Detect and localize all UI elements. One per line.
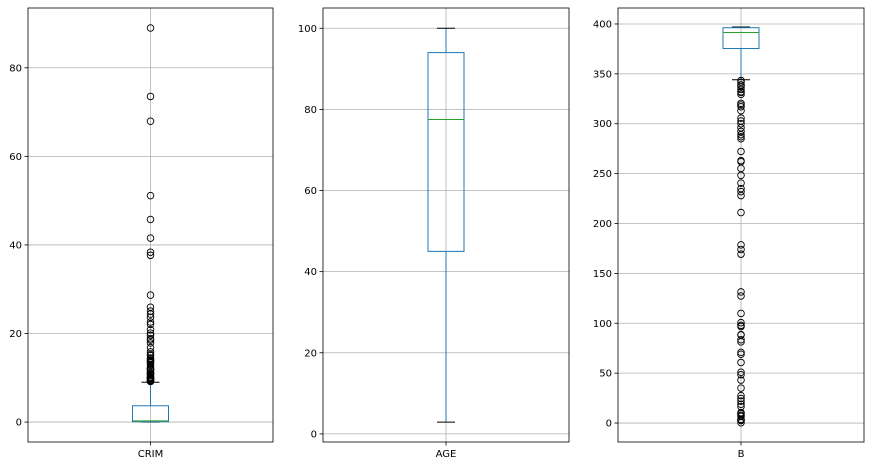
outlier-point: [737, 208, 745, 217]
outlier-point: [146, 377, 155, 386]
outlier-point: [146, 215, 155, 224]
outlier-point: [737, 127, 745, 136]
outlier-point: [146, 313, 155, 322]
outlier-point: [737, 338, 745, 346]
outlier-point: [737, 391, 745, 400]
outlier-point: [146, 234, 155, 242]
outlier-point: [737, 397, 745, 405]
iqr-box: [132, 405, 169, 423]
y-tick-label: 250: [593, 169, 612, 180]
y-tick-label: 40: [9, 240, 22, 251]
y-tick-label: 100: [298, 24, 317, 35]
outlier-point: [737, 292, 745, 300]
outlier-point: [146, 320, 155, 329]
outlier-point: [737, 241, 745, 249]
axes-frame: [27, 7, 274, 443]
outlier-point: [737, 119, 745, 128]
outlier-point: [146, 361, 155, 370]
outlier-point: [737, 402, 745, 411]
y-tick-label: 100: [593, 319, 612, 330]
outlier-point: [737, 114, 745, 122]
outlier-point: [737, 318, 745, 327]
outlier-point: [737, 171, 745, 180]
outlier-point: [737, 416, 745, 425]
axes-frame: [322, 7, 570, 443]
y-tick-label: 50: [599, 369, 612, 380]
outlier-point: [737, 130, 745, 139]
outlier-point: [737, 83, 745, 91]
boxplot-panel-age: 0 20 40 60 80 100 AGE: [298, 7, 570, 460]
outlier-point: [146, 291, 155, 299]
y-tick-label: 0: [16, 418, 22, 429]
y-tick-label: 0: [606, 419, 612, 430]
iqr-box: [722, 27, 760, 50]
outlier-point: [737, 394, 745, 403]
outlier-point: [737, 370, 745, 379]
outlier-point: [737, 85, 745, 94]
y-tick-label: 0: [311, 429, 317, 440]
outlier-point: [737, 400, 745, 409]
outlier-point: [146, 191, 155, 200]
outlier-point: [737, 368, 745, 376]
boxplot-panel-crim: 0 20 40 60 80 CRIM: [9, 7, 274, 460]
outlier-point: [737, 187, 745, 196]
y-tick-label: 80: [304, 105, 317, 116]
y-tick-label: 150: [593, 269, 612, 280]
x-tick-label: AGE: [436, 449, 457, 460]
y-tick-label: 60: [9, 152, 22, 163]
outlier-point: [146, 310, 155, 318]
outlier-point: [737, 103, 745, 111]
x-tick-label: CRIM: [138, 449, 164, 460]
outlier-point: [737, 376, 745, 384]
outlier-point: [146, 251, 155, 260]
outlier-point: [737, 288, 745, 296]
y-tick-label: 200: [593, 219, 612, 230]
outlier-point: [737, 245, 745, 254]
x-tick-label: B: [738, 449, 745, 460]
outlier-point: [737, 134, 745, 143]
outlier-point: [146, 336, 155, 344]
y-tick-label: 20: [9, 329, 22, 340]
outlier-point: [737, 78, 745, 86]
outlier-point: [737, 348, 745, 357]
y-tick-label: 60: [304, 186, 317, 197]
iqr-box: [427, 52, 465, 252]
outlier-point: [737, 309, 745, 318]
outlier-point: [146, 339, 155, 347]
outlier-point: [737, 191, 745, 200]
y-tick-label: 40: [304, 267, 317, 278]
y-tick-label: 80: [9, 63, 22, 74]
outlier-point: [737, 358, 745, 367]
y-tick-label: 20: [304, 348, 317, 359]
outlier-point: [737, 384, 745, 392]
y-tick-label: 350: [593, 69, 612, 80]
outlier-point: [737, 107, 745, 115]
outlier-point: [737, 132, 745, 141]
y-tick-label: 400: [593, 19, 612, 30]
outlier-point: [737, 250, 745, 258]
outlier-point: [737, 179, 745, 187]
outlier-point: [737, 322, 745, 331]
outlier-point: [737, 88, 745, 97]
outlier-point: [737, 147, 745, 156]
outlier-point: [146, 318, 155, 326]
outlier-point: [737, 336, 745, 344]
outlier-point: [737, 418, 745, 427]
outlier-point: [146, 331, 155, 339]
boxplot-panel-b: 0 50 100 150 200 250 300 350 400 B: [593, 7, 865, 460]
outlier-point: [146, 92, 155, 101]
y-tick-label: 300: [593, 119, 612, 130]
outlier-point: [146, 325, 155, 334]
outlier-point: [737, 350, 745, 359]
axes-frame: [617, 7, 865, 443]
outlier-point: [737, 90, 745, 99]
outlier-point: [146, 24, 155, 32]
outlier-point: [146, 117, 155, 126]
outlier-point: [146, 248, 155, 256]
